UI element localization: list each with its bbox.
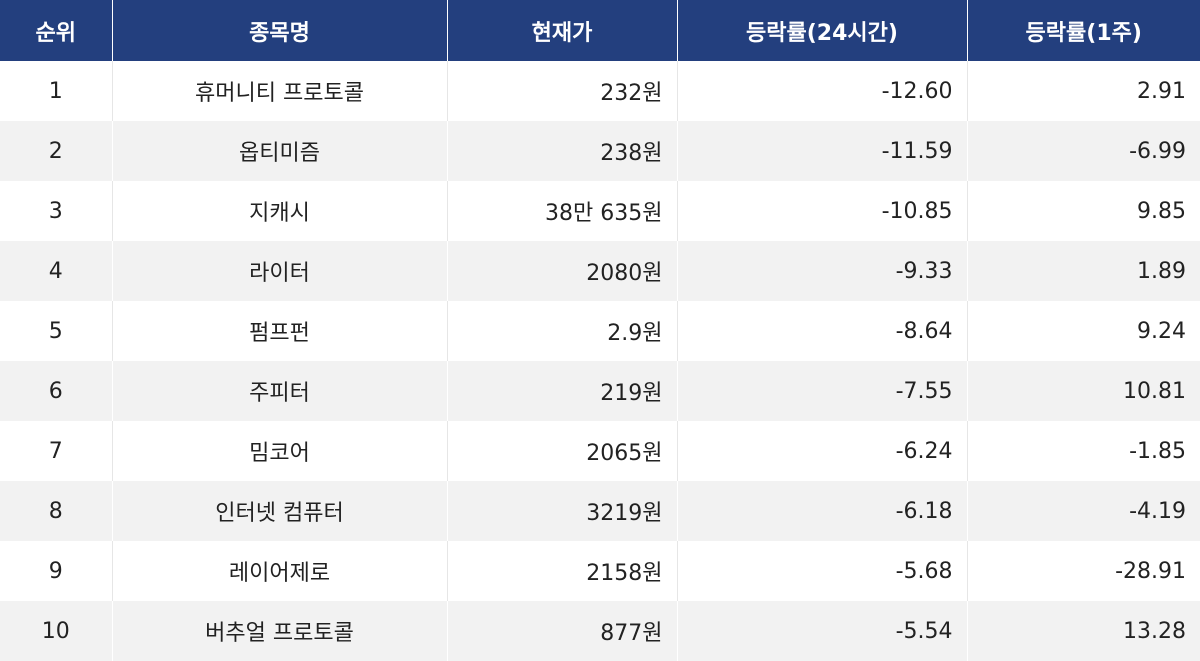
- rank-cell: 4: [0, 241, 113, 301]
- rank-cell: 6: [0, 361, 113, 421]
- header-rank[interactable]: 순위: [0, 0, 113, 61]
- rank-cell: 5: [0, 301, 113, 361]
- change-1w-cell: -6.99: [967, 121, 1200, 181]
- change-1w-cell: -4.19: [967, 481, 1200, 541]
- name-cell: 옵티미즘: [112, 121, 448, 181]
- rank-cell: 8: [0, 481, 113, 541]
- name-cell: 레이어제로: [112, 541, 448, 601]
- name-cell: 버추얼 프로토콜: [112, 601, 448, 661]
- price-cell: 2065원: [447, 421, 678, 481]
- table-row: 4 라이터 2080원 -9.33 1.89: [0, 241, 1200, 301]
- change-1w-cell: -1.85: [967, 421, 1200, 481]
- change-24h-cell: -11.59: [677, 121, 968, 181]
- name-cell: 펌프펀: [112, 301, 448, 361]
- header-name[interactable]: 종목명: [112, 0, 448, 61]
- price-cell: 2158원: [447, 541, 678, 601]
- table-row: 6 주피터 219원 -7.55 10.81: [0, 361, 1200, 421]
- change-1w-cell: -28.91: [967, 541, 1200, 601]
- rank-cell: 1: [0, 61, 113, 121]
- change-24h-cell: -12.60: [677, 61, 968, 121]
- price-cell: 2.9원: [447, 301, 678, 361]
- header-row: 순위 종목명 현재가 등락률(24시간) 등락률(1주): [0, 0, 1200, 61]
- name-cell: 라이터: [112, 241, 448, 301]
- change-24h-cell: -7.55: [677, 361, 968, 421]
- header-change-1w[interactable]: 등락률(1주): [967, 0, 1200, 61]
- price-cell: 219원: [447, 361, 678, 421]
- rank-cell: 9: [0, 541, 113, 601]
- name-cell: 주피터: [112, 361, 448, 421]
- price-cell: 38만 635원: [447, 181, 678, 241]
- table-row: 9 레이어제로 2158원 -5.68 -28.91: [0, 541, 1200, 601]
- table-body: 1 휴머니티 프로토콜 232원 -12.60 2.91 2 옵티미즘 238원…: [0, 61, 1200, 661]
- table-row: 2 옵티미즘 238원 -11.59 -6.99: [0, 121, 1200, 181]
- header-change-24h[interactable]: 등락률(24시간): [677, 0, 968, 61]
- name-cell: 인터넷 컴퓨터: [112, 481, 448, 541]
- rank-cell: 10: [0, 601, 113, 661]
- table-row: 3 지캐시 38만 635원 -10.85 9.85: [0, 181, 1200, 241]
- change-24h-cell: -6.24: [677, 421, 968, 481]
- change-24h-cell: -5.68: [677, 541, 968, 601]
- change-24h-cell: -6.18: [677, 481, 968, 541]
- price-cell: 3219원: [447, 481, 678, 541]
- table-header: 순위 종목명 현재가 등락률(24시간) 등락률(1주): [0, 0, 1200, 61]
- rank-cell: 7: [0, 421, 113, 481]
- change-1w-cell: 1.89: [967, 241, 1200, 301]
- table-row: 1 휴머니티 프로토콜 232원 -12.60 2.91: [0, 61, 1200, 121]
- change-1w-cell: 10.81: [967, 361, 1200, 421]
- change-1w-cell: 13.28: [967, 601, 1200, 661]
- name-cell: 지캐시: [112, 181, 448, 241]
- name-cell: 휴머니티 프로토콜: [112, 61, 448, 121]
- price-cell: 877원: [447, 601, 678, 661]
- header-price[interactable]: 현재가: [447, 0, 678, 61]
- table-row: 7 밈코어 2065원 -6.24 -1.85: [0, 421, 1200, 481]
- change-1w-cell: 2.91: [967, 61, 1200, 121]
- rank-cell: 2: [0, 121, 113, 181]
- change-1w-cell: 9.85: [967, 181, 1200, 241]
- table-row: 10 버추얼 프로토콜 877원 -5.54 13.28: [0, 601, 1200, 661]
- price-cell: 232원: [447, 61, 678, 121]
- change-1w-cell: 9.24: [967, 301, 1200, 361]
- change-24h-cell: -8.64: [677, 301, 968, 361]
- name-cell: 밈코어: [112, 421, 448, 481]
- rank-cell: 3: [0, 181, 113, 241]
- change-24h-cell: -9.33: [677, 241, 968, 301]
- change-24h-cell: -10.85: [677, 181, 968, 241]
- price-cell: 238원: [447, 121, 678, 181]
- table-row: 8 인터넷 컴퓨터 3219원 -6.18 -4.19: [0, 481, 1200, 541]
- price-cell: 2080원: [447, 241, 678, 301]
- change-24h-cell: -5.54: [677, 601, 968, 661]
- table-row: 5 펌프펀 2.9원 -8.64 9.24: [0, 301, 1200, 361]
